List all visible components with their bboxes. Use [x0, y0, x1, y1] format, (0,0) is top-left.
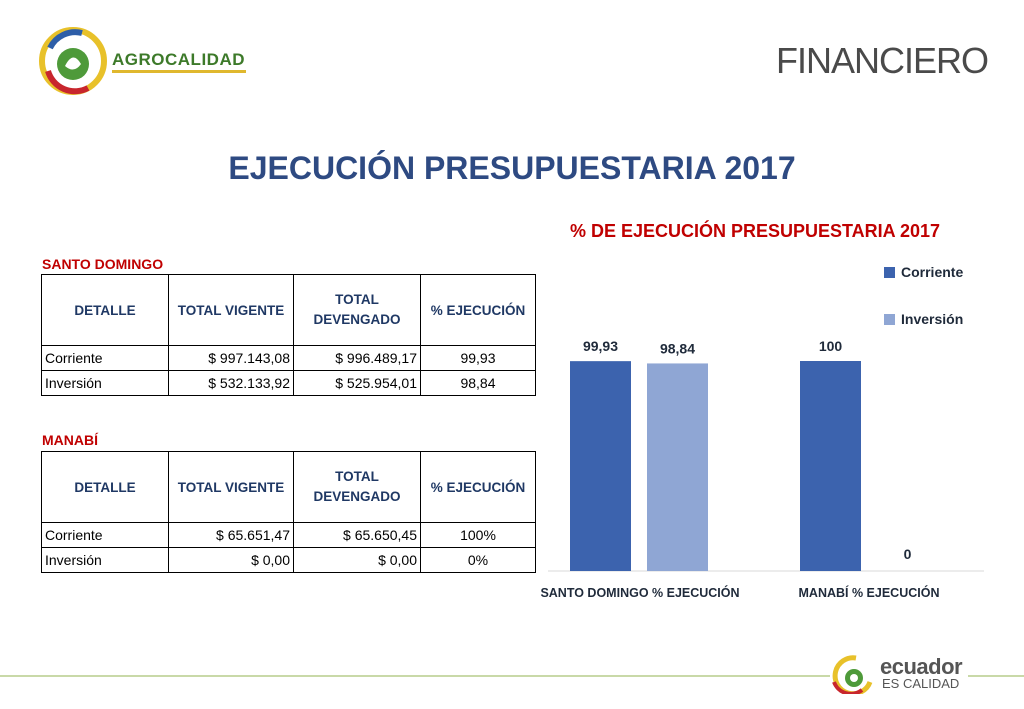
legend-label-corriente: Corriente	[901, 264, 964, 280]
column-header-detalle: DETALLE	[41, 451, 169, 523]
legend-swatch-corriente	[884, 267, 895, 278]
category-label: MANABÍ % EJECUCIÓN	[799, 585, 940, 600]
column-header-total-vigente: TOTAL VIGENTE	[168, 451, 294, 523]
category-label: SANTO DOMINGO % EJECUCIÓN	[540, 585, 739, 600]
chart-title: % DE EJECUCIÓN PRESUPUESTARIA 2017	[569, 221, 941, 241]
cell-total-devengado: $ 996.489,17	[293, 345, 421, 371]
cell-total-vigente: $ 997.143,08	[168, 345, 294, 371]
cell-detalle: Inversión	[41, 547, 169, 573]
cell-ejecucion: 0%	[420, 547, 536, 573]
data-label: 100	[819, 338, 843, 354]
column-header-ejecucion: % EJECUCIÓN	[420, 451, 536, 523]
cell-total-devengado: $ 0,00	[293, 547, 421, 573]
cell-ejecucion: 100%	[420, 522, 536, 548]
table-row: Inversión $ 0,00 $ 0,00 0%	[41, 547, 536, 573]
cell-total-vigente: $ 65.651,47	[168, 522, 294, 548]
data-label: 0	[904, 546, 912, 562]
cell-ejecucion: 99,93	[420, 345, 536, 371]
table-row: Corriente $ 997.143,08 $ 996.489,17 99,9…	[41, 345, 536, 371]
cell-detalle: Inversión	[41, 370, 169, 396]
table-row: Inversión $ 532.133,92 $ 525.954,01 98,8…	[41, 370, 536, 396]
bar-corriente	[570, 361, 631, 571]
brand-name: AGROCALIDAD	[112, 50, 245, 69]
section-title: FINANCIERO	[775, 40, 989, 81]
cell-detalle: Corriente	[41, 345, 169, 371]
cell-total-vigente: $ 532.133,92	[168, 370, 294, 396]
column-header-ejecucion: % EJECUCIÓN	[420, 274, 536, 346]
ecuador-logo-icon	[832, 655, 873, 694]
footer-divider-right	[968, 675, 1024, 677]
cell-total-vigente: $ 0,00	[168, 547, 294, 573]
column-header-detalle: DETALLE	[41, 274, 169, 346]
table-santo-domingo: DETALLE TOTAL VIGENTE TOTAL DEVENGADO % …	[41, 274, 536, 396]
legend-label-inversion: Inversión	[901, 311, 964, 327]
region-label-manabi: MANABÍ	[42, 432, 98, 448]
cell-total-devengado: $ 525.954,01	[293, 370, 421, 396]
page-title: EJECUCIÓN PRESUPUESTARIA 2017	[228, 150, 796, 186]
bar-inversion	[647, 363, 708, 571]
table-header-row: DETALLE TOTAL VIGENTE TOTAL DEVENGADO % …	[41, 274, 536, 346]
legend-swatch-inversion	[884, 314, 895, 325]
agrocalidad-logo-icon	[39, 27, 107, 95]
region-label-santo-domingo: SANTO DOMINGO	[42, 256, 164, 272]
data-label: 98,84	[660, 340, 695, 356]
table-manabi: DETALLE TOTAL VIGENTE TOTAL DEVENGADO % …	[41, 451, 536, 573]
cell-total-devengado: $ 65.650,45	[293, 522, 421, 548]
brand-underline	[112, 70, 246, 73]
footer-brand-line2: ES CALIDAD	[882, 676, 960, 691]
footer-brand-line1: ecuador	[880, 654, 963, 679]
cell-ejecucion: 98,84	[420, 370, 536, 396]
footer-divider	[0, 675, 830, 677]
table-row: Corriente $ 65.651,47 $ 65.650,45 100%	[41, 522, 536, 548]
bar-corriente	[800, 361, 861, 571]
cell-detalle: Corriente	[41, 522, 169, 548]
table-header-row: DETALLE TOTAL VIGENTE TOTAL DEVENGADO % …	[41, 451, 536, 523]
data-label: 99,93	[583, 338, 618, 354]
